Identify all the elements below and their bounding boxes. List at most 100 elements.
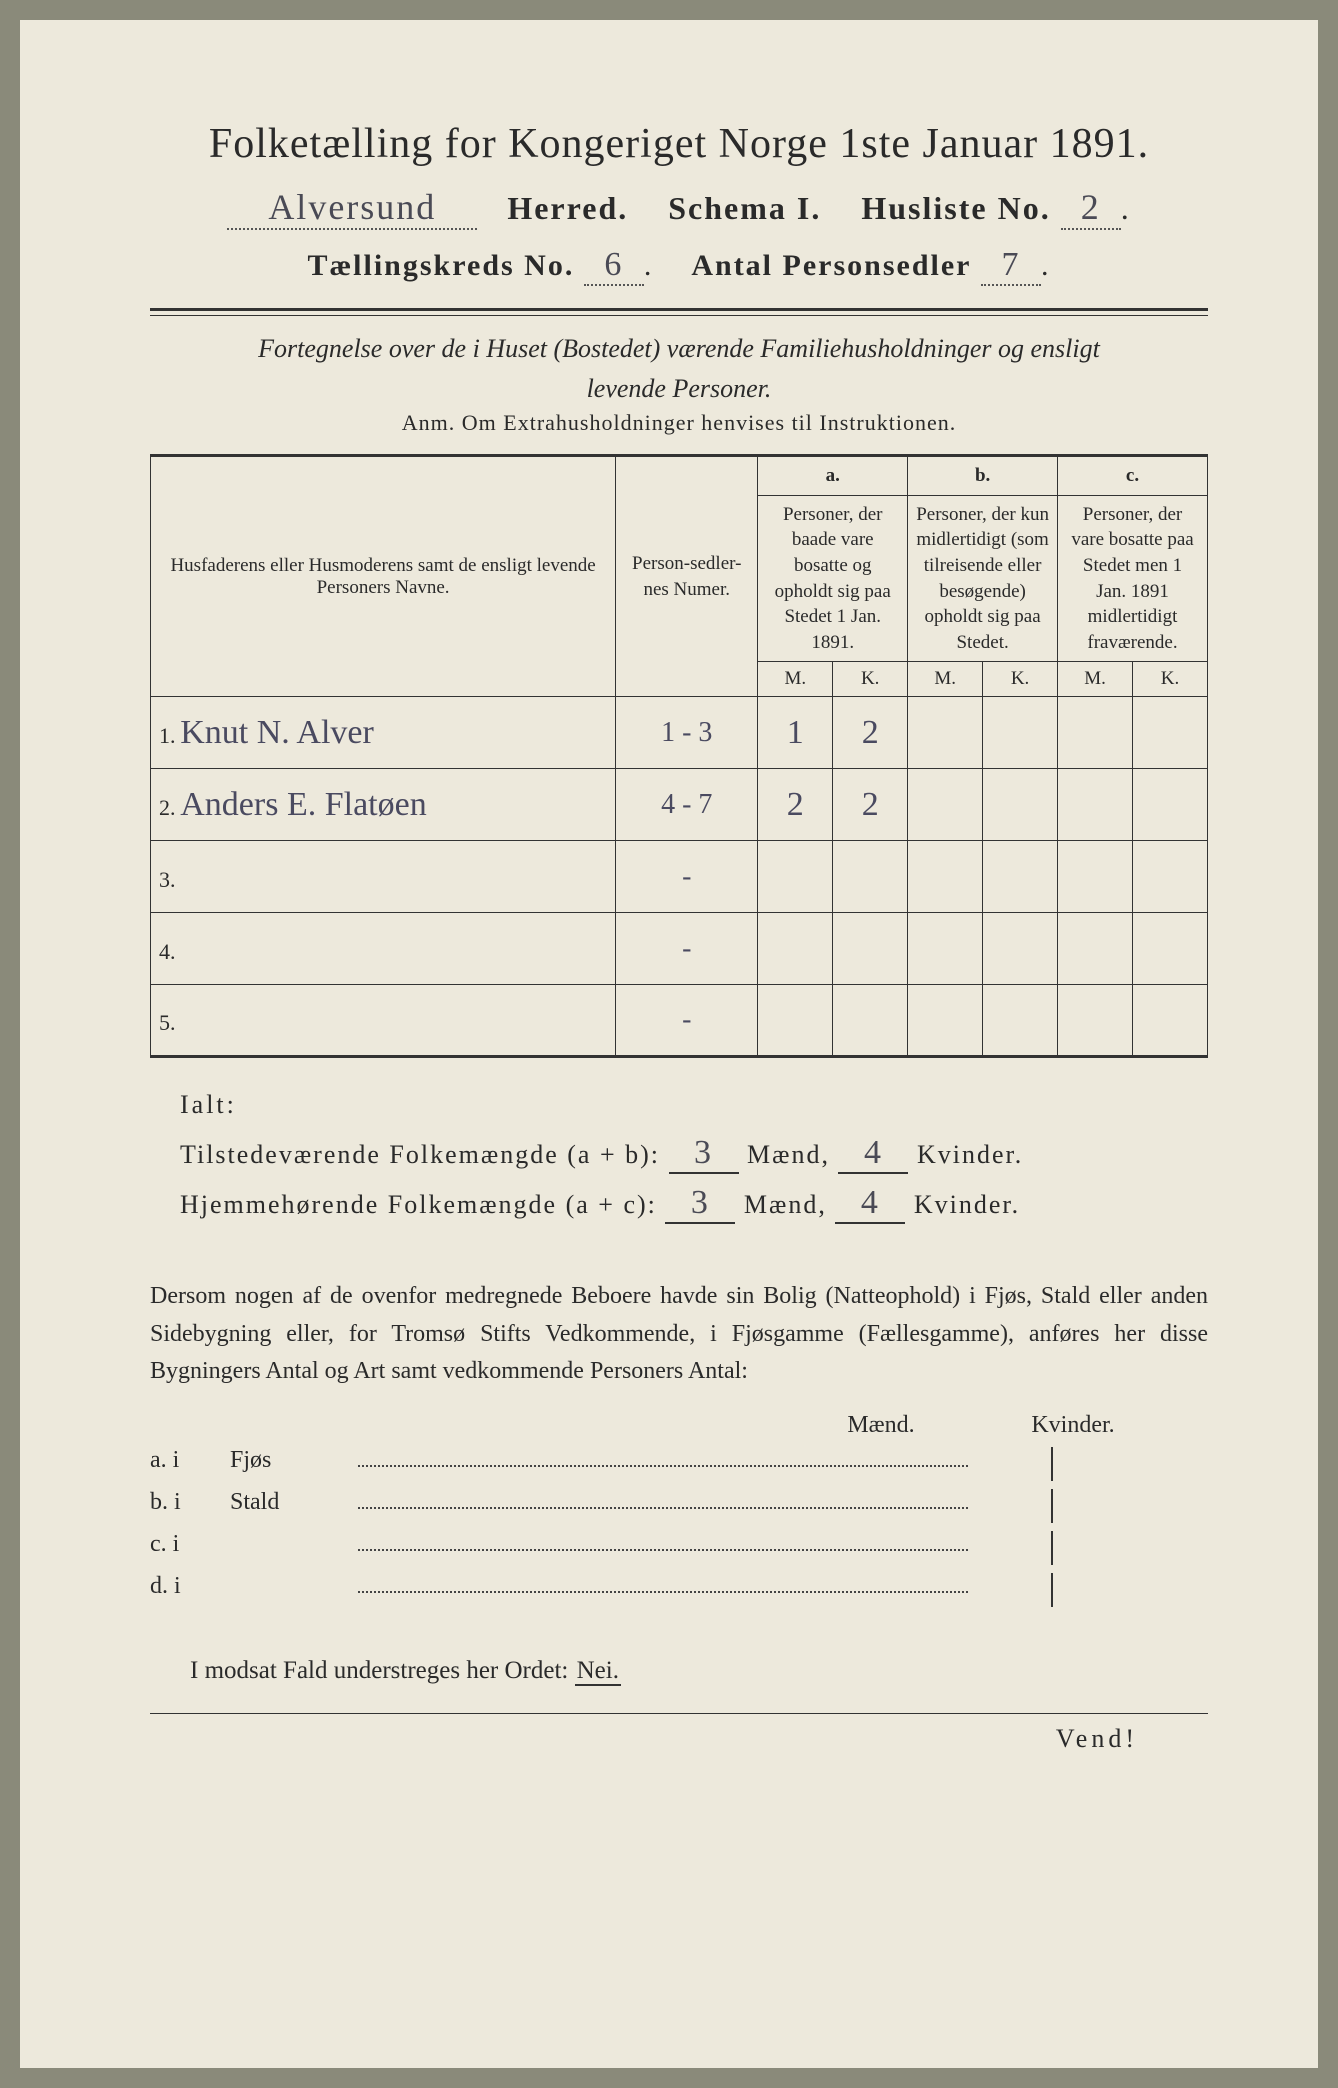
- anm-note: Anm. Om Extrahusholdninger henvises til …: [150, 410, 1208, 436]
- building-paragraph: Dersom nogen af de ovenfor medregnede Be…: [150, 1278, 1208, 1390]
- row-ak: 2: [833, 769, 908, 841]
- row-num: 1 - 3: [616, 697, 758, 769]
- nei-word: Nei.: [575, 1657, 621, 1686]
- census-form-page: Folketælling for Kongeriget Norge 1ste J…: [20, 20, 1318, 2068]
- row-cm: [1058, 697, 1133, 769]
- ac-kvinder: 4: [835, 1184, 905, 1224]
- row-name: 5.: [151, 985, 616, 1057]
- ialt-label: Ialt:: [180, 1090, 1208, 1120]
- building-label: b. i: [150, 1489, 230, 1516]
- row-bk: [983, 697, 1058, 769]
- kreds-no: 6: [584, 246, 644, 286]
- dot-leader: [358, 1465, 968, 1467]
- row-num: -: [616, 841, 758, 913]
- row-am: 1: [758, 697, 833, 769]
- building-list: a. iFjøsb. iStaldc. id. i: [150, 1447, 1208, 1607]
- husliste-no: 2: [1061, 186, 1121, 230]
- row-ck: [1132, 985, 1207, 1057]
- subtitle-line2: levende Personer.: [150, 374, 1208, 404]
- building-name: Stald: [230, 1489, 350, 1516]
- row-am: [758, 913, 833, 985]
- census-table: Husfaderens eller Husmoderens samt de en…: [150, 454, 1208, 1058]
- col-b-m: M.: [908, 662, 983, 697]
- building-row: b. iStald: [150, 1489, 1208, 1523]
- table-row: 3. -: [151, 841, 1208, 913]
- vline: [1051, 1489, 1053, 1523]
- building-row: a. iFjøs: [150, 1447, 1208, 1481]
- row-num: -: [616, 985, 758, 1057]
- total-line-ab: Tilstedeværende Folkemængde (a + b): 3 M…: [180, 1134, 1208, 1174]
- dot-leader: [358, 1549, 968, 1551]
- col-b-k: K.: [983, 662, 1058, 697]
- row-cm: [1058, 769, 1133, 841]
- building-label: c. i: [150, 1531, 230, 1558]
- husliste-label: Husliste No.: [861, 190, 1050, 226]
- total-line-ac: Hjemmehørende Folkemængde (a + c): 3 Mæn…: [180, 1184, 1208, 1224]
- col-a-desc: Personer, der baade vare bosatte og opho…: [758, 495, 908, 662]
- vline: [1051, 1447, 1053, 1481]
- subtitle-line1: Fortegnelse over de i Huset (Bostedet) v…: [150, 334, 1208, 364]
- antal-label: Antal Personsedler: [691, 249, 971, 282]
- vline: [1051, 1573, 1053, 1607]
- title-main: Folketælling for Kongeriget Norge 1ste J…: [150, 120, 1208, 168]
- dot-leader: [358, 1591, 968, 1593]
- row-bk: [983, 769, 1058, 841]
- row-name: 4.: [151, 913, 616, 985]
- table-row: 5. -: [151, 985, 1208, 1057]
- row-num: 4 - 7: [616, 769, 758, 841]
- row-bk: [983, 841, 1058, 913]
- row-name: 2. Anders E. Flatøen: [151, 769, 616, 841]
- row-bm: [908, 841, 983, 913]
- row-cm: [1058, 913, 1133, 985]
- schema-label: Schema I.: [668, 190, 821, 226]
- vline: [1051, 1531, 1053, 1565]
- row-am: [758, 841, 833, 913]
- col-a-k: K.: [833, 662, 908, 697]
- mk-header: Mænd. Kvinder.: [150, 1412, 1208, 1439]
- row-bm: [908, 985, 983, 1057]
- building-row: c. i: [150, 1531, 1208, 1565]
- herred-label: Herred.: [507, 190, 628, 226]
- row-cm: [1058, 841, 1133, 913]
- col-c-desc: Personer, der vare bosatte paa Stedet me…: [1058, 495, 1208, 662]
- antal-no: 7: [981, 246, 1041, 286]
- ab-maend: 3: [669, 1134, 739, 1174]
- col-header-names: Husfaderens eller Husmoderens samt de en…: [151, 456, 616, 697]
- row-am: [758, 985, 833, 1057]
- col-b-desc: Personer, der kun midlertidigt (som tilr…: [908, 495, 1058, 662]
- row-cm: [1058, 985, 1133, 1057]
- building-name: Fjøs: [230, 1447, 350, 1474]
- row-bk: [983, 913, 1058, 985]
- col-a-top: a.: [758, 456, 908, 496]
- row-ak: [833, 841, 908, 913]
- herred-value: Alversund: [227, 186, 477, 230]
- row-ak: [833, 913, 908, 985]
- row-ak: [833, 985, 908, 1057]
- nei-line: I modsat Fald understreges her Ordet: Ne…: [190, 1657, 1208, 1685]
- building-label: a. i: [150, 1447, 230, 1474]
- row-bk: [983, 985, 1058, 1057]
- mk-maend: Mænd.: [806, 1412, 956, 1439]
- row-name: 1. Knut N. Alver: [151, 697, 616, 769]
- row-ck: [1132, 841, 1207, 913]
- row-ck: [1132, 913, 1207, 985]
- row-ak: 2: [833, 697, 908, 769]
- row-bm: [908, 769, 983, 841]
- col-c-m: M.: [1058, 662, 1133, 697]
- mk-kvinder: Kvinder.: [998, 1412, 1148, 1439]
- dot-leader: [358, 1507, 968, 1509]
- row-bm: [908, 697, 983, 769]
- col-a-m: M.: [758, 662, 833, 697]
- building-row: d. i: [150, 1573, 1208, 1607]
- ac-maend: 3: [665, 1184, 735, 1224]
- row-num: -: [616, 913, 758, 985]
- col-header-numbers: Person-sedler-nes Numer.: [616, 456, 758, 697]
- table-row: 1. Knut N. Alver1 - 312: [151, 697, 1208, 769]
- row-bm: [908, 913, 983, 985]
- table-row: 2. Anders E. Flatøen4 - 722: [151, 769, 1208, 841]
- building-label: d. i: [150, 1573, 230, 1600]
- ab-kvinder: 4: [838, 1134, 908, 1174]
- divider-double: [150, 308, 1208, 316]
- header-row-2: Alversund Herred. Schema I. Husliste No.…: [150, 186, 1208, 230]
- row-name: 3.: [151, 841, 616, 913]
